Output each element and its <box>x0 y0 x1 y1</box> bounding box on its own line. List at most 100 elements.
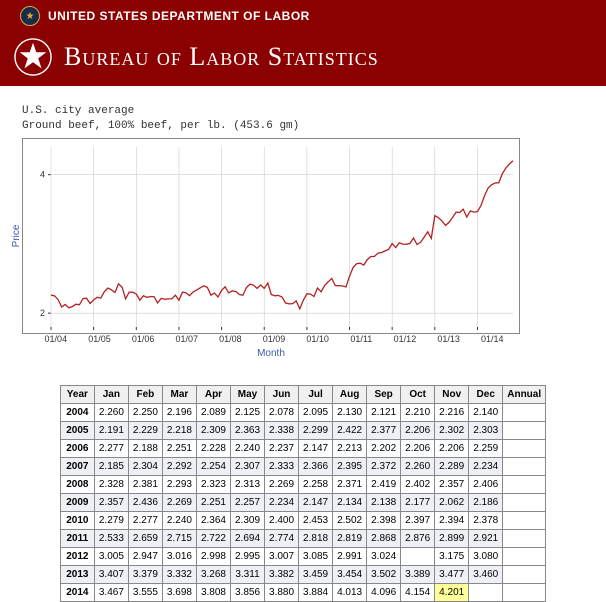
table-cell: 3.467 <box>94 583 128 601</box>
table-cell: 2.436 <box>128 493 162 511</box>
table-cell: 2.998 <box>196 547 230 565</box>
year-cell: 2007 <box>60 457 94 475</box>
chart-caption-line2: Ground beef, 100% beef, per lb. (453.6 g… <box>22 119 584 134</box>
table-cell: 2.307 <box>230 457 264 475</box>
table-header: Nov <box>435 385 469 403</box>
table-cell: 3.698 <box>162 583 196 601</box>
table-cell <box>503 565 546 583</box>
chart-box: Price 24 <box>22 138 520 334</box>
table-row: 20102.2792.2772.2402.3642.3092.4002.4532… <box>60 511 545 529</box>
table-cell: 2.251 <box>196 493 230 511</box>
table-header: Mar <box>162 385 196 403</box>
table-header: Jan <box>94 385 128 403</box>
table-cell: 2.293 <box>162 475 196 493</box>
table-cell: 2.819 <box>333 529 367 547</box>
table-header: Oct <box>401 385 435 403</box>
table-cell: 3.502 <box>367 565 401 583</box>
table-cell: 2.309 <box>230 511 264 529</box>
table-cell: 3.460 <box>469 565 503 583</box>
table-cell: 2.229 <box>128 421 162 439</box>
table-cell: 2.328 <box>94 475 128 493</box>
bls-star-icon <box>14 38 52 76</box>
table-cell: 3.856 <box>230 583 264 601</box>
table-cell: 3.454 <box>333 565 367 583</box>
table-cell: 2.338 <box>265 421 299 439</box>
table-cell: 2.240 <box>230 439 264 457</box>
table-cell: 2.206 <box>401 421 435 439</box>
table-cell: 2.402 <box>401 475 435 493</box>
year-cell: 2013 <box>60 565 94 583</box>
table-cell: 2.378 <box>469 511 503 529</box>
table-cell: 2.202 <box>367 439 401 457</box>
table-cell: 2.868 <box>367 529 401 547</box>
table-cell: 2.260 <box>401 457 435 475</box>
table-row: 20062.2772.1882.2512.2282.2402.2372.1472… <box>60 439 545 457</box>
table-cell: 2.259 <box>469 439 503 457</box>
table-cell: 2.303 <box>469 421 503 439</box>
table-cell: 2.398 <box>367 511 401 529</box>
table-cell: 2.147 <box>299 493 333 511</box>
table-cell: 2.313 <box>230 475 264 493</box>
table-header: Annual <box>503 385 546 403</box>
table-header: Sep <box>367 385 401 403</box>
table-cell: 2.258 <box>299 475 333 493</box>
table-cell <box>401 547 435 565</box>
dol-header-text: UNITED STATES DEPARTMENT OF LABOR <box>48 9 310 23</box>
price-table: YearJanFebMarAprMayJunJulAugSepOctNovDec… <box>60 385 546 602</box>
table-cell: 2.196 <box>162 403 196 421</box>
year-cell: 2004 <box>60 403 94 421</box>
chart-caption-line1: U.S. city average <box>22 104 584 119</box>
table-cell: 2.502 <box>333 511 367 529</box>
table-cell: 3.332 <box>162 565 196 583</box>
table-cell: 2.147 <box>299 439 333 457</box>
table-cell: 2.400 <box>265 511 299 529</box>
table-cell: 2.250 <box>128 403 162 421</box>
table-cell: 2.694 <box>230 529 264 547</box>
dol-seal-icon: ★ <box>20 6 40 26</box>
table-cell: 4.154 <box>401 583 435 601</box>
table-cell: 2.260 <box>94 403 128 421</box>
table-row: 20052.1912.2292.2182.3092.3632.3382.2992… <box>60 421 545 439</box>
table-cell: 3.808 <box>196 583 230 601</box>
table-cell: 3.005 <box>94 547 128 565</box>
table-header: Feb <box>128 385 162 403</box>
table-cell: 2.947 <box>128 547 162 565</box>
x-tick: 01/12 <box>383 334 427 344</box>
table-cell: 2.185 <box>94 457 128 475</box>
table-cell: 2.453 <box>299 511 333 529</box>
year-cell: 2012 <box>60 547 94 565</box>
table-cell: 4.201 <box>435 583 469 601</box>
table-row: 20112.5332.6592.7152.7222.6942.7742.8182… <box>60 529 545 547</box>
x-tick: 01/06 <box>121 334 165 344</box>
table-cell: 2.277 <box>128 511 162 529</box>
table-cell: 3.007 <box>265 547 299 565</box>
table-cell: 2.299 <box>299 421 333 439</box>
table-cell: 2.302 <box>435 421 469 439</box>
table-cell: 2.062 <box>435 493 469 511</box>
table-row: 20072.1852.3042.2922.2542.3072.3332.3662… <box>60 457 545 475</box>
table-cell: 2.218 <box>162 421 196 439</box>
table-cell <box>503 493 546 511</box>
table-cell: 3.085 <box>299 547 333 565</box>
table-header: Dec <box>469 385 503 403</box>
table-row: 20092.3572.4362.2692.2512.2572.2342.1472… <box>60 493 545 511</box>
table-cell: 2.251 <box>162 439 196 457</box>
table-cell: 2.422 <box>333 421 367 439</box>
dol-header: ★ UNITED STATES DEPARTMENT OF LABOR <box>0 0 606 32</box>
table-cell: 2.095 <box>299 403 333 421</box>
table-cell: 2.213 <box>333 439 367 457</box>
table-cell: 2.292 <box>162 457 196 475</box>
table-cell: 3.389 <box>401 565 435 583</box>
table-cell: 2.206 <box>435 439 469 457</box>
table-cell: 2.228 <box>196 439 230 457</box>
table-cell: 2.876 <box>401 529 435 547</box>
x-tick: 01/08 <box>209 334 253 344</box>
table-cell: 2.715 <box>162 529 196 547</box>
table-cell <box>503 583 546 601</box>
table-cell: 2.130 <box>333 403 367 421</box>
table-cell: 2.363 <box>230 421 264 439</box>
table-cell: 3.884 <box>299 583 333 601</box>
table-cell: 3.175 <box>435 547 469 565</box>
table-cell: 2.722 <box>196 529 230 547</box>
table-cell: 2.234 <box>469 457 503 475</box>
